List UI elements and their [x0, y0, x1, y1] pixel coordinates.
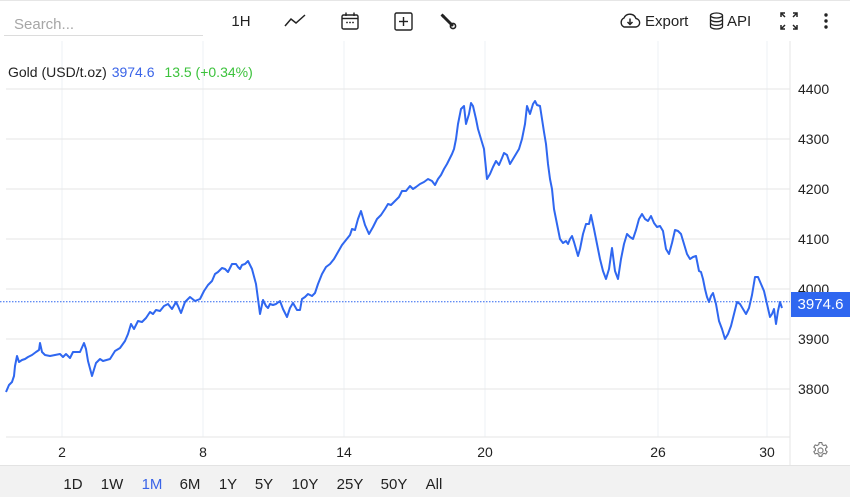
range-1w[interactable]: 1W [100, 476, 124, 493]
search-input[interactable] [4, 9, 203, 36]
calendar-icon [341, 12, 359, 30]
x-axis-tick-label: 20 [477, 444, 493, 460]
current-price-tag: 3974.6 [791, 292, 850, 317]
y-axis-tick-label: 4300 [798, 131, 830, 147]
y-axis-tick-label: 4100 [798, 231, 830, 247]
export-label: Export [645, 12, 689, 30]
y-axis-tick-label: 4200 [798, 181, 830, 197]
api-button[interactable]: API [709, 8, 757, 34]
y-axis-tick-label: 3900 [798, 331, 830, 347]
x-axis-tick-label: 8 [199, 444, 207, 460]
x-axis-tick-label: 26 [650, 444, 666, 460]
line-chart-icon [284, 14, 306, 27]
top-border [0, 0, 850, 1]
interval-label: 1H [231, 12, 251, 30]
range-1y[interactable]: 1Y [218, 476, 238, 493]
chart-settings-button[interactable] [811, 441, 830, 465]
cloud-download-icon [620, 13, 641, 28]
api-label: API [727, 12, 752, 30]
vertical-dots-icon [824, 13, 828, 29]
instrument-change: 13.5 (+0.34%) [164, 64, 253, 80]
add-indicator-button[interactable] [390, 8, 416, 34]
tools-button[interactable] [436, 8, 460, 34]
range-1d[interactable]: 1D [63, 476, 83, 493]
y-axis-tick-label: 4400 [798, 81, 830, 97]
price-chart[interactable] [0, 0, 850, 465]
chart-type-button[interactable] [282, 8, 308, 34]
range-1m[interactable]: 1M [141, 476, 163, 493]
range-25y[interactable]: 25Y [336, 476, 364, 493]
expand-icon [780, 12, 798, 30]
plus-square-icon [393, 11, 413, 31]
instrument-price: 3974.6 [111, 64, 155, 80]
more-menu-button[interactable] [818, 8, 834, 34]
x-axis-tick-label: 30 [759, 444, 775, 460]
range-6m[interactable]: 6M [179, 476, 201, 493]
range-selector-bar [0, 465, 850, 497]
interval-button[interactable]: 1H [226, 8, 256, 34]
wrench-icon [440, 13, 457, 30]
instrument-name: Gold (USD/t.oz) [8, 64, 107, 80]
x-axis-tick-label: 14 [336, 444, 352, 460]
x-axis-tick-label: 2 [58, 444, 66, 460]
range-50y[interactable]: 50Y [380, 476, 408, 493]
date-range-button[interactable] [337, 8, 363, 34]
export-button[interactable]: Export [618, 8, 692, 34]
chart-legend: Gold (USD/t.oz) 3974.6 13.5 (+0.34%) [8, 64, 253, 80]
range-10y[interactable]: 10Y [291, 476, 319, 493]
fullscreen-button[interactable] [778, 8, 800, 34]
range-5y[interactable]: 5Y [254, 476, 274, 493]
horizontal-gridlines [6, 88, 790, 390]
gold-price-line [5, 100, 783, 393]
database-icon [709, 12, 724, 30]
range-all[interactable]: All [425, 476, 443, 493]
gear-icon [813, 442, 828, 457]
y-axis-tick-label: 3800 [798, 381, 830, 397]
